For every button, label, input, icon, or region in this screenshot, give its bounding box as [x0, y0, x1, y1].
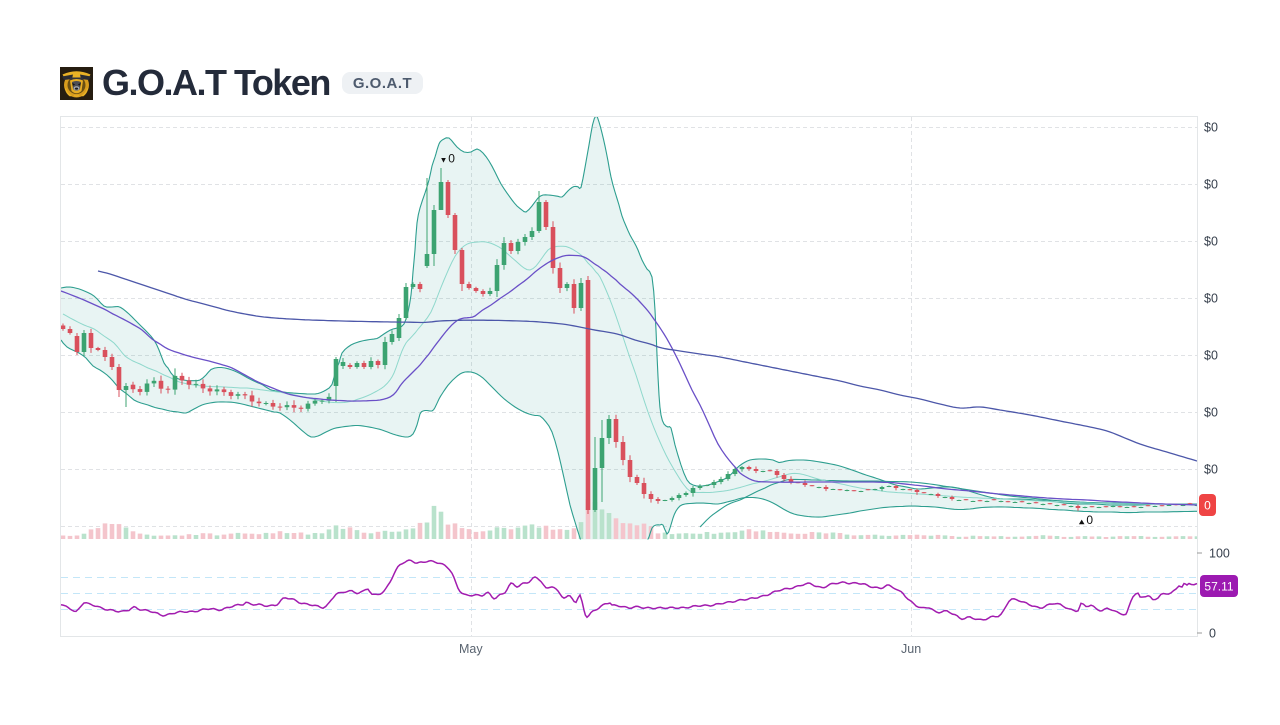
- svg-text:57.11: 57.11: [1204, 580, 1233, 594]
- svg-text:$0: $0: [1204, 463, 1218, 477]
- svg-text:May: May: [459, 642, 483, 656]
- svg-text:$0: $0: [1204, 235, 1218, 249]
- svg-text:$0: $0: [1204, 292, 1218, 306]
- svg-text:0: 0: [1086, 513, 1093, 527]
- svg-text:0: 0: [448, 152, 455, 166]
- svg-text:Jun: Jun: [901, 642, 921, 656]
- svg-text:100: 100: [1209, 547, 1230, 561]
- svg-text:$0: $0: [1204, 406, 1218, 420]
- svg-text:$0: $0: [1204, 349, 1218, 363]
- svg-text:0: 0: [1209, 627, 1216, 641]
- svg-text:$0: $0: [1204, 178, 1218, 192]
- svg-text:0: 0: [1204, 499, 1211, 513]
- svg-text:$0: $0: [1204, 121, 1218, 135]
